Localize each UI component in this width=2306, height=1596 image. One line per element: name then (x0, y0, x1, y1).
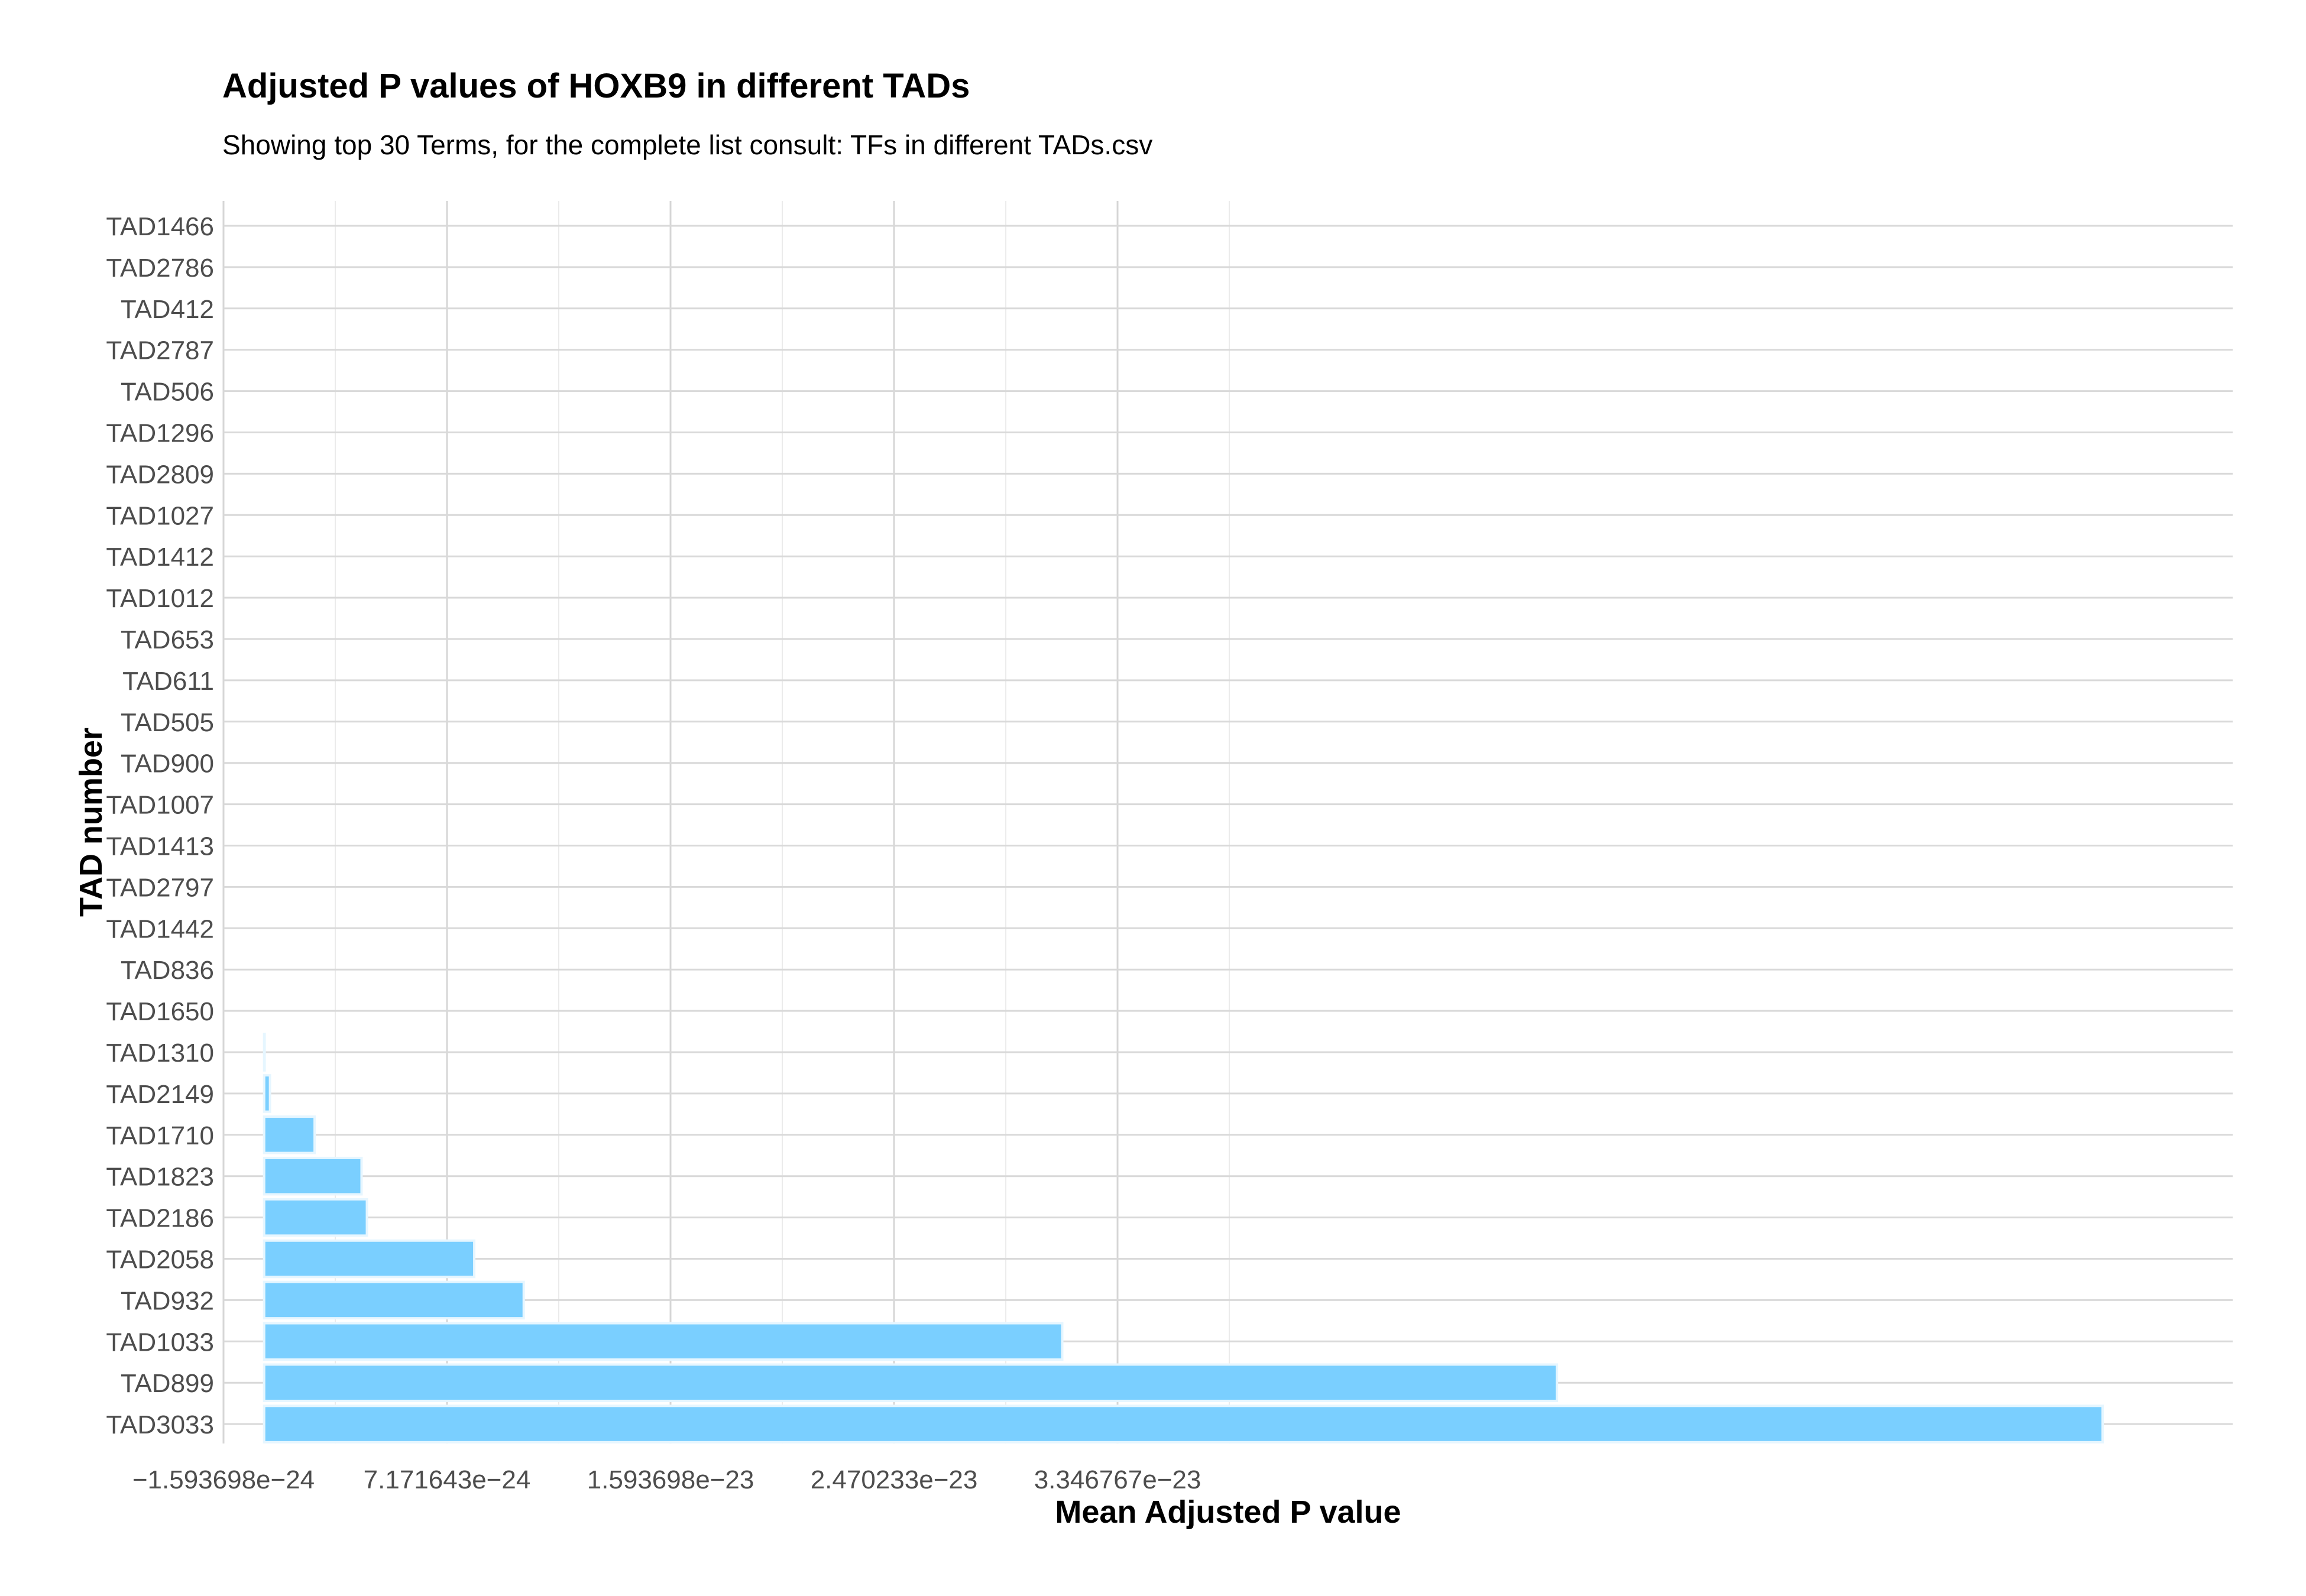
y-tick-label: TAD836 (121, 956, 214, 985)
y-tick-label: TAD1310 (106, 1039, 214, 1068)
y-tick-label: TAD2149 (106, 1080, 214, 1109)
y-tick-label: TAD1710 (106, 1121, 214, 1150)
y-tick-label: TAD1466 (106, 212, 214, 241)
y-tick-label: TAD505 (121, 708, 214, 737)
y-tick-label: TAD1442 (106, 914, 214, 943)
chart-subtitle: Showing top 30 Terms, for the complete l… (222, 129, 1153, 160)
plot-panel (224, 201, 2233, 1443)
y-tick-label: TAD653 (121, 625, 214, 654)
bar-tad2149 (263, 1074, 271, 1113)
y-tick-label: TAD611 (122, 667, 214, 696)
y-tick-label: TAD1007 (106, 791, 214, 820)
x-tick-label: 3.346767e−23 (1034, 1465, 1201, 1494)
bar-tad1310 (263, 1033, 266, 1072)
x-tick-label: 7.171643e−24 (364, 1465, 531, 1494)
y-tick-label: TAD900 (121, 750, 214, 778)
y-tick-label: TAD2058 (106, 1245, 214, 1274)
x-tick-label: 2.470233e−23 (811, 1465, 978, 1494)
y-tick-label: TAD1027 (106, 501, 214, 530)
y-tick-label: TAD899 (121, 1369, 214, 1398)
y-tick-label: TAD3033 (106, 1410, 214, 1439)
y-tick-label: TAD1650 (106, 997, 214, 1026)
bar-tad1823 (263, 1156, 363, 1196)
bar-tad1033 (263, 1322, 1064, 1361)
y-tick-label: TAD932 (121, 1286, 214, 1315)
y-tick-label: TAD1412 (106, 543, 214, 572)
bar-tad2058 (263, 1239, 476, 1279)
y-tick-label: TAD506 (121, 378, 214, 407)
y-tick-label: TAD2787 (106, 336, 214, 365)
y-tick-label: TAD1413 (106, 832, 214, 861)
x-tick-label: 1.593698e−23 (587, 1465, 754, 1494)
y-tick-label: TAD2786 (106, 254, 214, 283)
x-tick-label: −1.593698e−24 (132, 1465, 315, 1494)
bar-tad932 (263, 1280, 525, 1320)
y-tick-label: TAD412 (121, 295, 214, 324)
x-axis-title: Mean Adjusted P value (1055, 1494, 1401, 1530)
chart-title: Adjusted P values of HOXB9 in different … (222, 67, 970, 105)
y-tick-label: TAD2797 (106, 873, 214, 902)
y-axis-title: TAD number (73, 728, 109, 917)
y-tick-label: TAD2186 (106, 1204, 214, 1233)
y-tick-label: TAD1033 (106, 1328, 214, 1357)
y-tick-label: TAD1296 (106, 419, 214, 448)
bar-tad1710 (263, 1115, 316, 1154)
y-tick-label: TAD2809 (106, 460, 214, 489)
y-tick-label: TAD1823 (106, 1163, 214, 1192)
y-tick-label: TAD1012 (106, 584, 214, 613)
bar-tad899 (263, 1363, 1559, 1402)
bar-tad3033 (263, 1404, 2104, 1443)
bar-tad2186 (263, 1198, 368, 1237)
